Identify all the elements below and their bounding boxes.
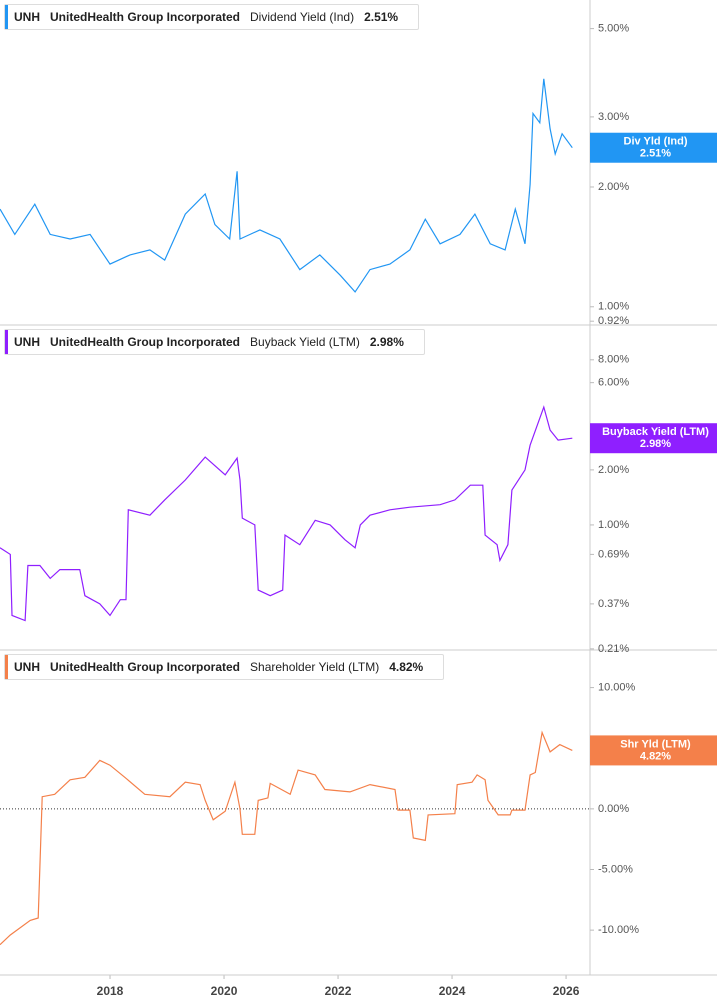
legend-swatch (5, 5, 8, 29)
y-tick-label: 0.21% (598, 643, 629, 655)
legend-header: UNH UnitedHealth Group Incorporated Divide… (4, 4, 420, 30)
series-line (0, 730, 573, 946)
badge-value: 2.98% (640, 438, 671, 450)
value-badge: Buyback Yield (LTM)2.98% (590, 423, 717, 454)
badge-label: Shr Yld (LTM) (620, 738, 691, 750)
y-tick-label: -10.00% (598, 924, 639, 936)
value-badge: Div Yld (Ind)2.51% (590, 132, 717, 163)
y-tick-label: 5.00% (598, 23, 629, 35)
badge-bg (590, 423, 717, 454)
series-line (0, 405, 573, 622)
y-tick-label: 0.92% (598, 315, 629, 327)
badge-bg (590, 132, 717, 163)
y-tick-label: 0.00% (598, 803, 629, 815)
y-tick-label: 10.00% (598, 681, 636, 693)
y-tick-label: -5.00% (598, 863, 633, 875)
badge-bg (590, 735, 717, 766)
badge-label: Div Yld (Ind) (624, 136, 688, 148)
y-tick-label: 0.37% (598, 598, 629, 610)
y-tick-label: 2.00% (598, 181, 629, 193)
company: UnitedHealth Group Incorporated (50, 10, 241, 24)
badge-value: 2.51% (640, 148, 671, 160)
x-tick-label: 2020 (211, 984, 238, 998)
x-tick-label: 2026 (553, 984, 580, 998)
legend-value: 2.98% (369, 335, 404, 349)
legend-label: Buyback Yield (LTM) (250, 335, 360, 349)
y-tick-label: 0.69% (598, 548, 629, 560)
legend-swatch (5, 655, 8, 679)
y-tick-label: 8.00% (598, 354, 629, 366)
value-badge: Shr Yld (LTM)4.82% (590, 735, 717, 766)
legend-swatch (5, 330, 8, 354)
badge-value: 4.82% (640, 750, 671, 762)
legend-value: 2.51% (364, 10, 399, 24)
x-tick-label: 2022 (325, 984, 352, 998)
legend-value: 4.82% (389, 660, 424, 674)
legend-header: UNH UnitedHealth Group Incorporated Shareh… (4, 654, 445, 680)
ticker: UNH (14, 660, 40, 674)
y-tick-label: 1.00% (598, 301, 629, 313)
ticker: UNH (14, 10, 40, 24)
company: UnitedHealth Group Incorporated (50, 660, 241, 674)
y-tick-label: 3.00% (598, 111, 629, 123)
legend-label: Shareholder Yield (LTM) (250, 660, 380, 674)
y-tick-label: 1.00% (598, 519, 629, 531)
x-tick-label: 2018 (97, 984, 124, 998)
series-line (0, 78, 573, 293)
y-tick-label: 6.00% (598, 377, 629, 389)
company: UnitedHealth Group Incorporated (50, 335, 241, 349)
badge-label: Buyback Yield (LTM) (602, 426, 709, 438)
x-tick-label: 2024 (439, 984, 466, 998)
legend-header: UNH UnitedHealth Group Incorporated Buybac… (4, 329, 425, 355)
y-tick-label: 2.00% (598, 464, 629, 476)
ticker: UNH (14, 335, 40, 349)
legend-label: Dividend Yield (Ind) (250, 10, 355, 24)
